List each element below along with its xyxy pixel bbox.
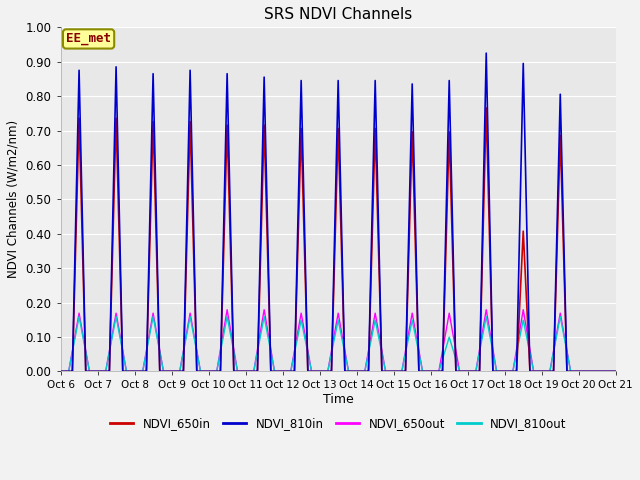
X-axis label: Time: Time — [323, 393, 353, 406]
Y-axis label: NDVI Channels (W/m2/nm): NDVI Channels (W/m2/nm) — [7, 120, 20, 278]
Title: SRS NDVI Channels: SRS NDVI Channels — [264, 7, 412, 22]
Legend: NDVI_650in, NDVI_810in, NDVI_650out, NDVI_810out: NDVI_650in, NDVI_810in, NDVI_650out, NDV… — [105, 412, 571, 434]
Text: EE_met: EE_met — [66, 33, 111, 46]
